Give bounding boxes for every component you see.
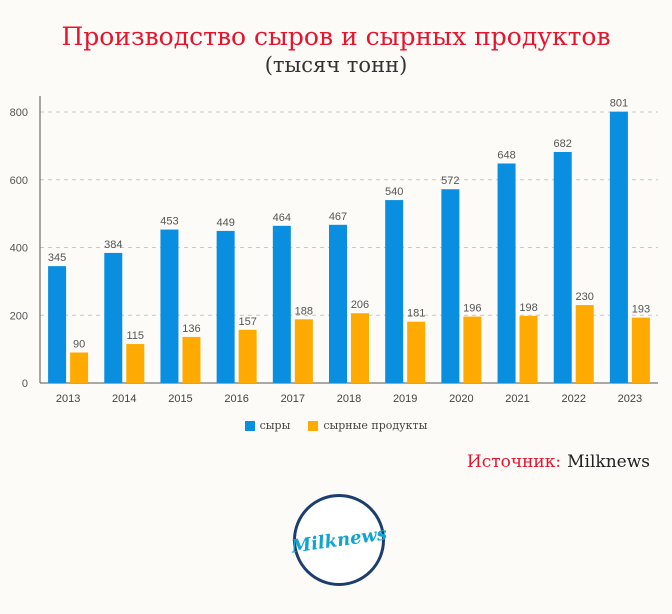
bar-cheese xyxy=(329,224,347,383)
data-label-cheese: 801 xyxy=(610,98,628,110)
legend: сыры сырные продукты xyxy=(0,419,672,432)
bar-cheese-products xyxy=(575,305,594,383)
bar-cheese xyxy=(160,229,179,383)
x-tick-label: 2022 xyxy=(561,393,585,405)
data-label-cheese: 467 xyxy=(329,211,347,223)
legend-label-cheese-products: сырные продукты xyxy=(323,419,428,432)
milknews-logo: Milknews xyxy=(289,494,389,586)
legend-item-cheese-products: сырные продукты xyxy=(308,419,427,432)
bar-cheese xyxy=(48,266,67,383)
bar-cheese-products xyxy=(631,317,650,383)
x-tick-label: 2015 xyxy=(168,393,192,405)
data-label-cheese-products: 136 xyxy=(182,323,200,335)
chart-subtitle: (тысяч тонн) xyxy=(264,53,408,77)
y-tick-label: 600 xyxy=(10,175,28,187)
bar-cheese xyxy=(272,225,291,383)
x-tick-label: 2019 xyxy=(393,393,417,405)
bar-cheese xyxy=(609,111,628,383)
bar-chart: 0 200 400 600 800 2013 345 90 2014 384 115 2015 453 1… xyxy=(10,96,658,405)
data-label-cheese: 449 xyxy=(216,217,234,229)
bar-cheese xyxy=(553,151,572,383)
bar-cheese xyxy=(441,189,460,383)
data-label-cheese-products: 181 xyxy=(407,308,425,320)
data-label-cheese-products: 157 xyxy=(238,316,256,328)
bar-cheese-products xyxy=(407,321,426,383)
bar-cheese-products xyxy=(70,352,89,383)
legend-swatch-cheese xyxy=(244,420,255,431)
source-credit: Источник: Milknews xyxy=(467,452,650,472)
y-tick-label: 0 xyxy=(22,378,28,390)
x-tick-label: 2018 xyxy=(337,393,361,405)
legend-item-cheese: сыры xyxy=(244,419,291,432)
bar-cheese xyxy=(216,230,235,383)
data-label-cheese-products: 230 xyxy=(576,291,594,303)
bar-cheese-products xyxy=(294,319,313,383)
x-tick-label: 2014 xyxy=(112,393,136,405)
bar-cheese-products xyxy=(351,313,369,383)
bar-cheese xyxy=(104,252,123,383)
bar-cheese xyxy=(385,200,404,383)
data-label-cheese-products: 206 xyxy=(351,299,369,311)
data-label-cheese-products: 193 xyxy=(632,304,650,316)
bar-cheese-products xyxy=(182,336,201,383)
bar-cheese-products xyxy=(238,329,257,383)
bar-cheese-products xyxy=(126,344,145,383)
data-label-cheese-products: 196 xyxy=(463,303,481,315)
x-tick-label: 2023 xyxy=(618,393,642,405)
legend-swatch-cheese-products xyxy=(308,420,319,431)
data-label-cheese-products: 115 xyxy=(126,330,144,342)
data-label-cheese: 572 xyxy=(441,175,459,187)
x-tick-label: 2013 xyxy=(56,393,80,405)
data-label-cheese-products: 188 xyxy=(295,305,313,317)
data-label-cheese: 540 xyxy=(385,186,403,198)
source-name: Milknews xyxy=(567,452,650,472)
x-tick-label: 2017 xyxy=(281,393,305,405)
data-label-cheese: 648 xyxy=(497,149,515,161)
data-label-cheese: 384 xyxy=(104,239,122,251)
legend-label-cheese: сыры xyxy=(259,419,291,432)
y-tick-label: 800 xyxy=(10,107,28,119)
data-label-cheese: 682 xyxy=(554,138,572,150)
data-label-cheese: 464 xyxy=(273,212,291,224)
x-tick-label: 2021 xyxy=(505,393,529,405)
chart-title: Производство сыров и сырных продуктов xyxy=(61,22,611,51)
bar-cheese-products xyxy=(463,316,482,383)
logo-text: Milknews xyxy=(289,522,389,558)
bar-cheese xyxy=(497,163,516,383)
y-tick-label: 200 xyxy=(10,310,28,322)
x-tick-label: 2020 xyxy=(449,393,473,405)
y-tick-label: 400 xyxy=(10,243,28,255)
x-tick-label: 2016 xyxy=(224,393,248,405)
data-label-cheese-products: 198 xyxy=(519,302,537,314)
data-label-cheese-products: 90 xyxy=(73,339,85,351)
data-label-cheese: 345 xyxy=(48,252,66,264)
data-label-cheese: 453 xyxy=(160,216,178,228)
bar-cheese-products xyxy=(519,315,538,383)
source-label: Источник: xyxy=(466,452,562,472)
